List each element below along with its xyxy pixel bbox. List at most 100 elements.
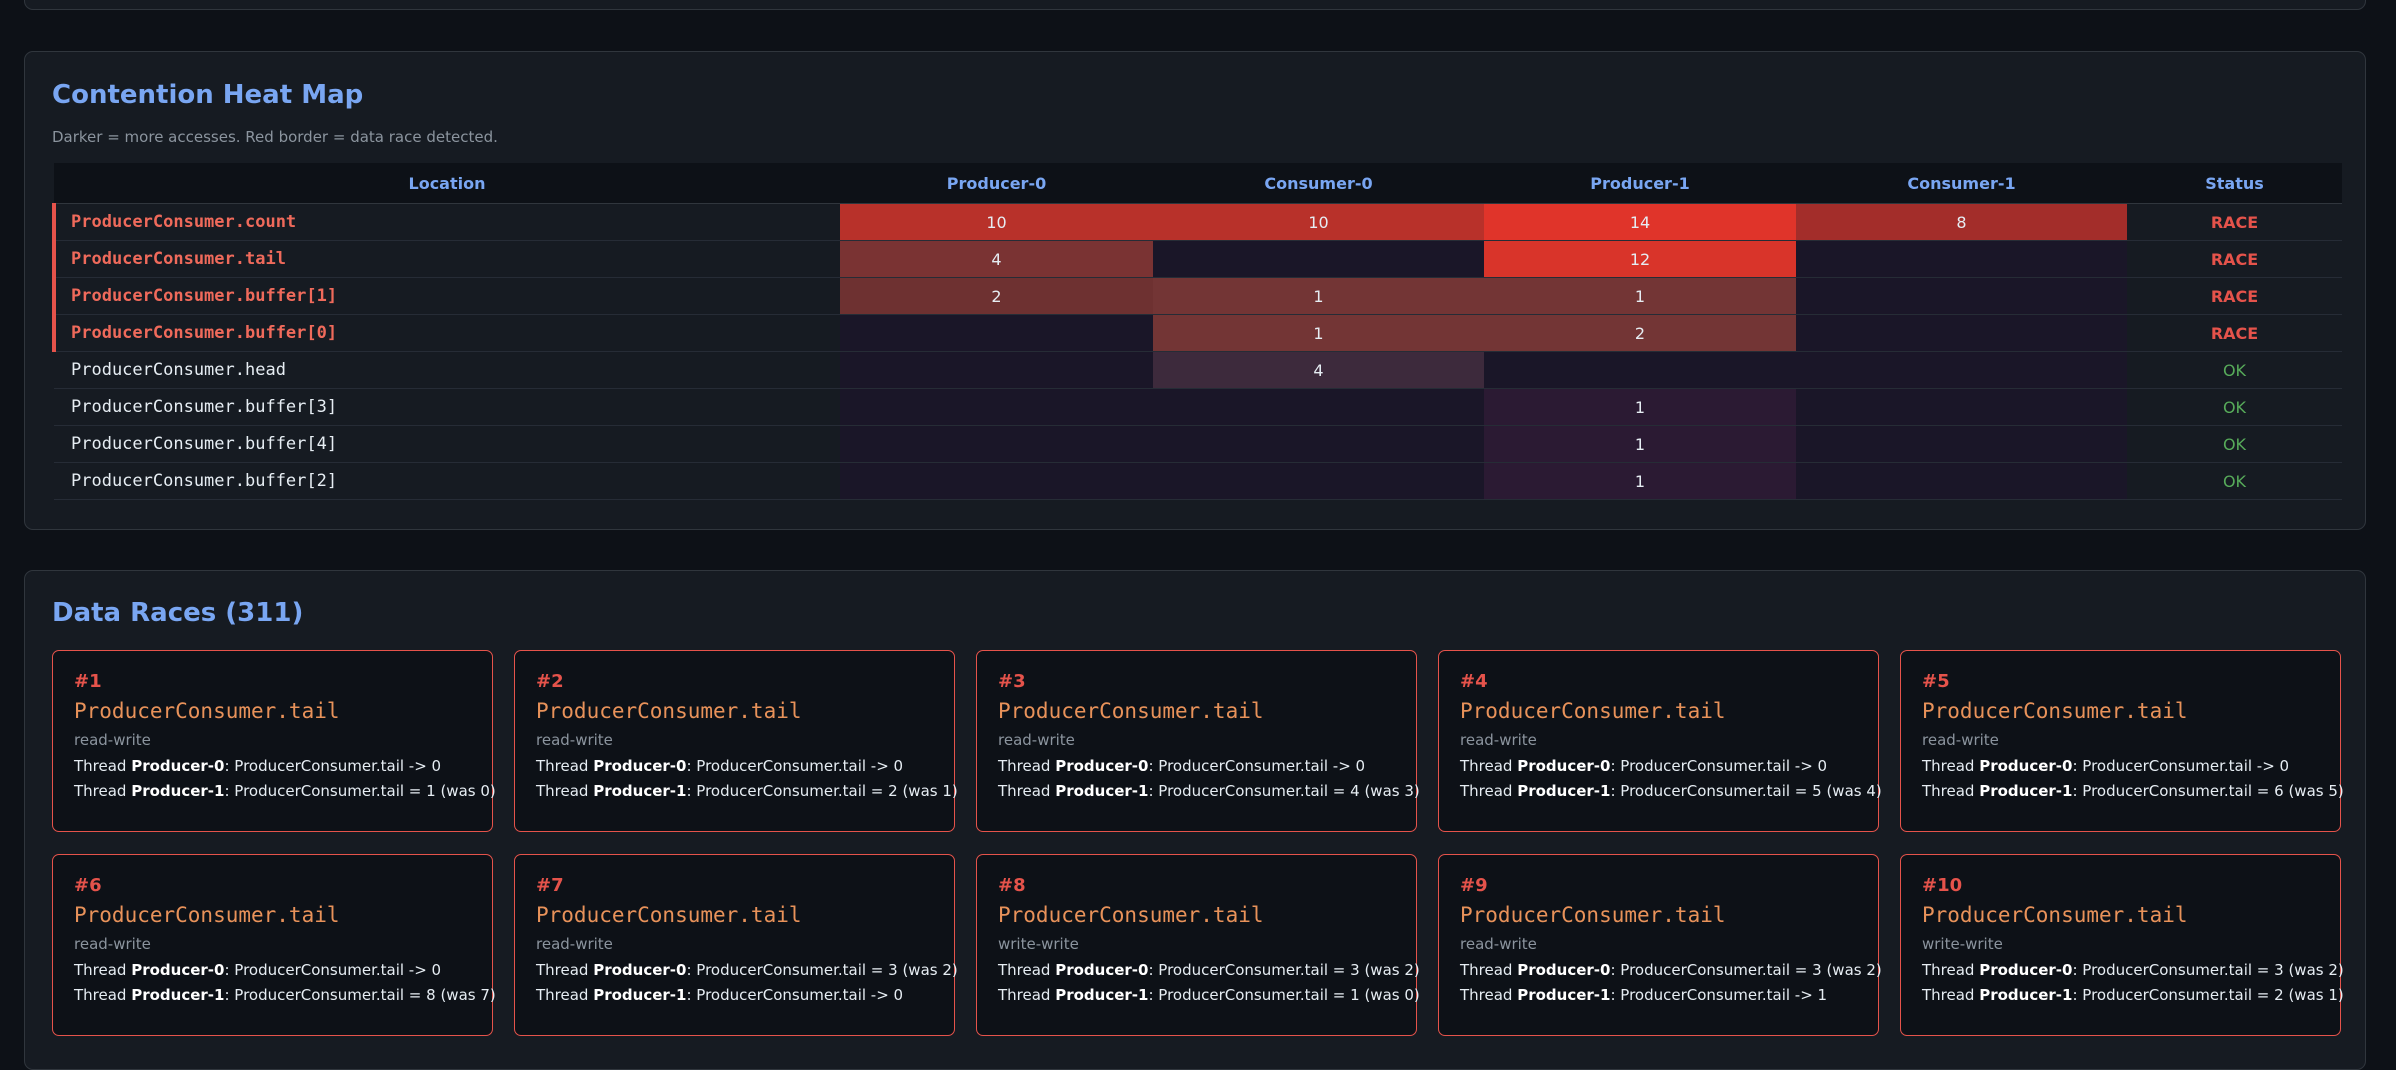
race-thread-line: Thread Producer-1: ProducerConsumer.tail…: [1460, 986, 1857, 1007]
race-card[interactable]: #2 ProducerConsumer.tail read-write Thread …: [514, 650, 958, 832]
status-badge: RACE: [2127, 314, 2342, 352]
heat-cell: 1: [1484, 277, 1796, 315]
race-thread-line: Thread Producer-0: ProducerConsumer.tail…: [998, 961, 1420, 982]
race-location: ProducerConsumer.tail: [536, 903, 802, 927]
thread-name: Producer-1: [1055, 782, 1149, 800]
heat-cell: [1796, 388, 2127, 426]
thread-name: Producer-0: [593, 961, 687, 979]
race-card[interactable]: #10 ProducerConsumer.tail write-write Threa…: [1900, 854, 2344, 1036]
heat-cell: 8: [1796, 203, 2127, 241]
column-header: Consumer-0: [1153, 163, 1484, 204]
thread-access: : ProducerConsumer.tail -> 0: [224, 757, 442, 775]
heat-map-table: Location Producer-0 Consumer-0 Producer-…: [52, 163, 2342, 500]
heat-cell: [1796, 351, 2127, 389]
heat-cell: [1796, 462, 2127, 500]
thread-prefix: Thread: [536, 986, 594, 1004]
race-thread-line: Thread Producer-0: ProducerConsumer.tail…: [1460, 757, 1857, 778]
thread-prefix: Thread: [1922, 757, 1980, 775]
thread-access: : ProducerConsumer.tail = 1 (was 0): [1148, 986, 1420, 1004]
race-thread-line: Thread Producer-0: ProducerConsumer.tail…: [74, 961, 471, 982]
heat-map-header-row: Location Producer-0 Consumer-0 Producer-…: [54, 163, 2342, 204]
location-cell: ProducerConsumer.count: [52, 203, 840, 241]
race-type: read-write: [74, 731, 151, 749]
thread-name: Producer-1: [1517, 782, 1611, 800]
thread-access: : ProducerConsumer.tail = 3 (was 2): [1610, 961, 1882, 979]
race-number: #7: [536, 875, 564, 896]
status-badge: OK: [2127, 425, 2342, 463]
race-number: #6: [74, 875, 102, 896]
race-card[interactable]: #5 ProducerConsumer.tail read-write Thread …: [1900, 650, 2344, 832]
race-number: #2: [536, 671, 564, 692]
race-thread-line: Thread Producer-1: ProducerConsumer.tail…: [74, 986, 496, 1007]
race-number: #9: [1460, 875, 1488, 896]
heat-map-row: ProducerConsumer.buffer[3] 1 OK: [54, 388, 2342, 426]
thread-access: : ProducerConsumer.tail = 5 (was 4): [1610, 782, 1882, 800]
race-thread-line: Thread Producer-1: ProducerConsumer.tail…: [74, 782, 496, 803]
race-number: #10: [1922, 875, 1963, 896]
thread-access: : ProducerConsumer.tail -> 0: [224, 961, 442, 979]
race-card[interactable]: #4 ProducerConsumer.tail read-write Thread …: [1438, 650, 1882, 832]
data-races-panel: Data Races (311) #1 ProducerConsumer.tail…: [24, 570, 2366, 1070]
race-location: ProducerConsumer.tail: [74, 699, 340, 723]
column-header: Consumer-1: [1796, 163, 2127, 204]
race-card[interactable]: #8 ProducerConsumer.tail write-write Thread…: [976, 854, 1420, 1036]
race-card[interactable]: #6 ProducerConsumer.tail read-write Thread …: [52, 854, 496, 1036]
heat-cell: 1: [1153, 314, 1484, 352]
thread-name: Producer-1: [1517, 986, 1611, 1004]
thread-prefix: Thread: [1460, 961, 1518, 979]
heat-cell: [1796, 277, 2127, 315]
heat-cell: 2: [840, 277, 1153, 315]
race-type: write-write: [998, 935, 1079, 953]
race-card[interactable]: #1 ProducerConsumer.tail read-write Thread …: [52, 650, 496, 832]
thread-name: Producer-1: [131, 782, 225, 800]
thread-prefix: Thread: [536, 757, 594, 775]
thread-prefix: Thread: [74, 961, 132, 979]
thread-name: Producer-0: [1979, 757, 2073, 775]
thread-access: : ProducerConsumer.tail -> 0: [1148, 757, 1366, 775]
race-type: read-write: [1460, 935, 1537, 953]
thread-access: : ProducerConsumer.tail = 2 (was 1): [686, 782, 958, 800]
race-card[interactable]: #3 ProducerConsumer.tail read-write Thread …: [976, 650, 1420, 832]
status-badge: OK: [2127, 462, 2342, 500]
thread-prefix: Thread: [998, 961, 1056, 979]
thread-prefix: Thread: [1922, 986, 1980, 1004]
heat-cell: [840, 351, 1153, 389]
heat-cell: 1: [1484, 425, 1796, 463]
heat-map-row: ProducerConsumer.buffer[0] 1 2 RACE: [52, 314, 2342, 352]
race-card-grid: #1 ProducerConsumer.tail read-write Thread …: [52, 650, 2344, 1036]
heat-cell: [1796, 425, 2127, 463]
thread-prefix: Thread: [536, 782, 594, 800]
data-races-title: Data Races (311): [52, 598, 304, 628]
race-type: read-write: [1460, 731, 1537, 749]
heat-map-row: ProducerConsumer.head 4 OK: [54, 351, 2342, 389]
race-thread-line: Thread Producer-1: ProducerConsumer.tail…: [1922, 782, 2344, 803]
race-location: ProducerConsumer.tail: [1460, 699, 1726, 723]
thread-name: Producer-0: [593, 757, 687, 775]
location-cell: ProducerConsumer.buffer[1]: [52, 277, 840, 315]
race-thread-line: Thread Producer-0: ProducerConsumer.tail…: [1922, 961, 2344, 982]
thread-name: Producer-1: [593, 986, 687, 1004]
thread-access: : ProducerConsumer.tail -> 0: [686, 757, 904, 775]
race-number: #3: [998, 671, 1026, 692]
race-location: ProducerConsumer.tail: [1922, 699, 2188, 723]
thread-access: : ProducerConsumer.tail = 3 (was 2): [2072, 961, 2344, 979]
race-card[interactable]: #7 ProducerConsumer.tail read-write Thread …: [514, 854, 958, 1036]
race-thread-line: Thread Producer-1: ProducerConsumer.tail…: [1922, 986, 2344, 1007]
thread-access: : ProducerConsumer.tail = 8 (was 7): [224, 986, 496, 1004]
thread-access: : ProducerConsumer.tail = 6 (was 5): [2072, 782, 2344, 800]
thread-access: : ProducerConsumer.tail = 1 (was 0): [224, 782, 496, 800]
thread-access: : ProducerConsumer.tail -> 1: [1610, 986, 1828, 1004]
column-header: Producer-0: [840, 163, 1153, 204]
thread-prefix: Thread: [1460, 757, 1518, 775]
heat-cell: 1: [1153, 277, 1484, 315]
heat-map-row: ProducerConsumer.buffer[2] 1 OK: [54, 462, 2342, 500]
thread-prefix: Thread: [1460, 782, 1518, 800]
heat-map-row: ProducerConsumer.buffer[1] 2 1 1 RACE: [52, 277, 2342, 315]
race-type: read-write: [1922, 731, 1999, 749]
heat-cell: [1796, 240, 2127, 278]
race-thread-line: Thread Producer-0: ProducerConsumer.tail…: [998, 757, 1395, 778]
thread-prefix: Thread: [1922, 782, 1980, 800]
race-card[interactable]: #9 ProducerConsumer.tail read-write Thread …: [1438, 854, 1882, 1036]
thread-access: : ProducerConsumer.tail = 4 (was 3): [1148, 782, 1420, 800]
thread-name: Producer-1: [593, 782, 687, 800]
